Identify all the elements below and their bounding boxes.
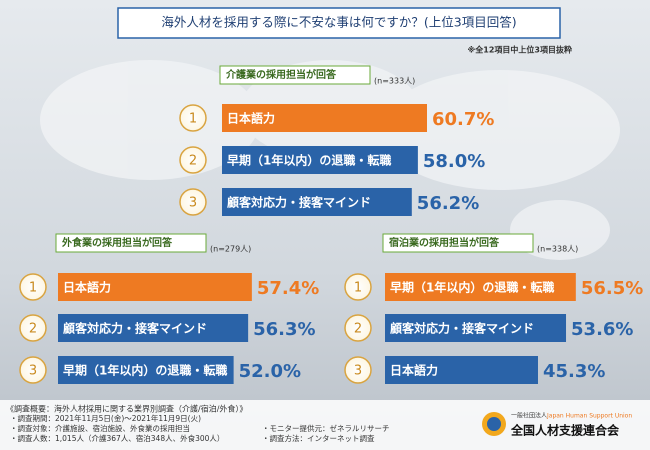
- rank-badge: [344, 356, 372, 384]
- rank-number: 1: [29, 281, 37, 296]
- bar-label: 顧客対応力・接客マインド: [63, 321, 207, 336]
- value-label: 56.5%: [581, 278, 643, 299]
- value-label: 57.4%: [257, 278, 319, 299]
- bar-label: 早期（1年以内）の退職・転職: [390, 280, 554, 295]
- value-label: 60.7%: [432, 109, 494, 130]
- title: 海外人材を採用する際に不安な事は何ですか？(上位3項目回答): [161, 15, 516, 30]
- rank-badge: [19, 273, 47, 301]
- rank-number: 1: [189, 112, 197, 127]
- rank-number: 3: [29, 364, 37, 379]
- value-label: 52.0%: [239, 361, 301, 382]
- bar-label: 顧客対応力・接客マインド: [227, 195, 371, 210]
- rank-badge: [344, 314, 372, 342]
- rank-badge: [344, 273, 372, 301]
- chart-subtitle: (n=279人): [210, 245, 251, 254]
- bar-label: 早期（1年以内）の退職・転職: [227, 153, 391, 168]
- bar: [222, 146, 418, 174]
- bar: [222, 188, 412, 216]
- rank-number: 3: [354, 364, 362, 379]
- logo: [487, 417, 501, 431]
- rank-badge: [179, 188, 207, 216]
- bar: [58, 273, 252, 301]
- chart-title: 宿泊業の採用担当が回答: [389, 236, 500, 249]
- value-label: 53.6%: [571, 319, 633, 340]
- subtitle-box: [55, 233, 207, 253]
- chart-subtitle: (n=338人): [537, 245, 578, 254]
- footer-bg: [0, 400, 650, 450]
- org-type: 一般社団法人: [511, 412, 547, 420]
- bar-label: 早期（1年以内）の退職・転職: [63, 363, 227, 378]
- footer-item: ・モニター提供元：ゼネラルリサーチ: [262, 423, 390, 433]
- title-box: [117, 7, 561, 39]
- rank-number: 3: [189, 196, 197, 211]
- bar: [385, 273, 576, 301]
- value-label: 56.2%: [417, 193, 479, 214]
- rank-number: 2: [354, 322, 362, 337]
- value-label: 56.3%: [253, 319, 315, 340]
- bar-label: 日本語力: [390, 363, 438, 378]
- chart-title: 介護業の採用担当が回答: [225, 68, 337, 81]
- note: ※全12項目中上位3項目抜粋: [468, 45, 572, 55]
- footer-heading: 《調査概要：海外人材採用に関する業界別調査（介護/宿泊/外食）》: [6, 404, 247, 414]
- chart-subtitle: (n=333人): [374, 77, 415, 86]
- rank-badge: [19, 314, 47, 342]
- rank-badge: [19, 356, 47, 384]
- rank-number: 1: [354, 281, 362, 296]
- bar: [222, 104, 427, 132]
- org-name: 全国人材支援連合会: [510, 423, 620, 438]
- footer-item: ・調査人数：1,015人（介護367人、宿泊348人、外食300人）: [10, 433, 224, 443]
- value-label: 45.3%: [543, 361, 605, 382]
- rank-number: 2: [29, 322, 37, 337]
- subtitle-box: [219, 65, 371, 85]
- org-en: Japan Human Support Union: [546, 413, 632, 420]
- bar: [58, 314, 249, 342]
- bar-label: 日本語力: [227, 111, 275, 126]
- footer-item: ・調査対象：介護施設、宿泊施設、外食業の採用担当: [10, 423, 190, 433]
- bar-label: 顧客対応力・接客マインド: [390, 321, 534, 336]
- footer-item: ・調査方法：インターネット調査: [262, 433, 375, 443]
- bar: [385, 314, 567, 342]
- footer-item: ・調査期間：2021年11月5日(金)～2021年11月9日(火): [10, 413, 201, 423]
- bar: [385, 356, 538, 384]
- rank-badge: [179, 146, 207, 174]
- bar: [58, 356, 234, 384]
- subtitle-box: [382, 233, 534, 253]
- rank-badge: [179, 104, 207, 132]
- rank-number: 2: [189, 154, 197, 169]
- bar-label: 日本語力: [63, 280, 111, 295]
- chart-title: 外食業の採用担当が回答: [61, 236, 173, 249]
- value-label: 58.0%: [423, 151, 485, 172]
- world-map: [40, 60, 620, 260]
